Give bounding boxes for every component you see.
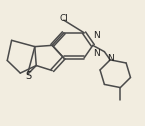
Text: Cl: Cl: [59, 14, 68, 23]
Text: N: N: [94, 31, 100, 40]
Text: N: N: [107, 54, 114, 63]
Text: S: S: [25, 71, 31, 81]
Text: N: N: [94, 49, 100, 58]
